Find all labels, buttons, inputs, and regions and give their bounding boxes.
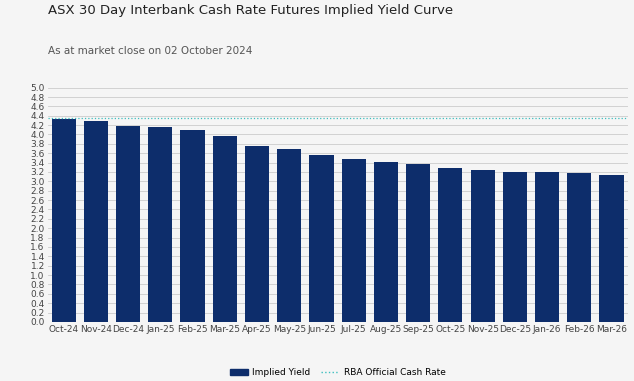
Bar	[277, 149, 301, 322]
Bar	[438, 168, 462, 322]
Bar	[535, 172, 559, 322]
Bar	[181, 130, 205, 322]
Bar	[503, 171, 527, 322]
Text: ASX 30 Day Interbank Cash Rate Futures Implied Yield Curve: ASX 30 Day Interbank Cash Rate Futures I…	[48, 4, 453, 17]
Bar	[374, 162, 398, 322]
Bar	[470, 170, 495, 322]
Bar	[148, 126, 172, 322]
Bar	[213, 136, 237, 322]
Bar	[600, 175, 624, 322]
Bar	[116, 126, 140, 322]
Bar	[406, 163, 430, 322]
Bar	[51, 119, 75, 322]
Bar	[567, 173, 592, 322]
Bar	[245, 146, 269, 322]
Bar	[342, 159, 366, 322]
Bar	[309, 155, 333, 322]
Bar	[84, 121, 108, 322]
Text: As at market close on 02 October 2024: As at market close on 02 October 2024	[48, 46, 252, 56]
Legend: Implied Yield, RBA Official Cash Rate: Implied Yield, RBA Official Cash Rate	[226, 365, 450, 381]
